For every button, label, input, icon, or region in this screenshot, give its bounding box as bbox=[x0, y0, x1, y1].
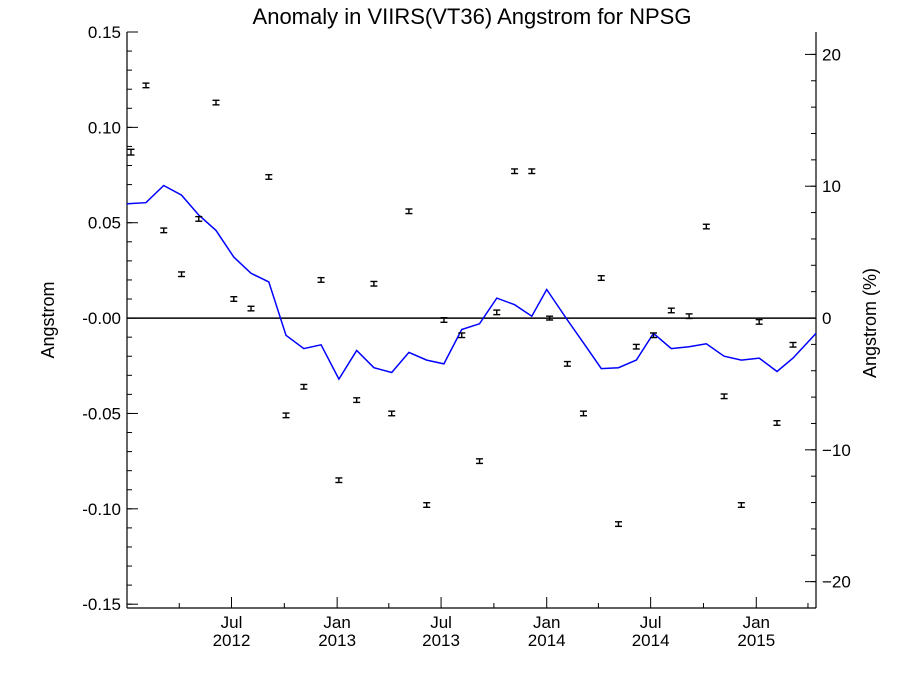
data-point bbox=[546, 315, 554, 321]
data-point bbox=[493, 309, 501, 316]
y-axis-title-right: Angstrom (%) bbox=[860, 268, 880, 378]
data-point bbox=[178, 271, 186, 278]
y-right-tick-label: 0 bbox=[822, 309, 831, 328]
data-point bbox=[458, 332, 466, 339]
y-tick-label: -0.15 bbox=[82, 595, 121, 614]
data-point bbox=[511, 168, 519, 175]
data-point bbox=[388, 410, 396, 417]
y-axis-right: 20 10 0 −10 −20 bbox=[805, 45, 851, 609]
data-point bbox=[265, 173, 273, 180]
running-mean-series bbox=[126, 184, 817, 381]
x-tick-year-label: 2014 bbox=[528, 631, 566, 650]
data-point bbox=[353, 397, 361, 404]
y-tick-label: -0.10 bbox=[82, 500, 121, 519]
x-tick-year-label: 2014 bbox=[632, 631, 670, 650]
data-point bbox=[405, 208, 413, 215]
data-point bbox=[773, 420, 781, 426]
chart-title: Anomaly in VIIRS(VT36) Angstrom for NPSG bbox=[253, 4, 692, 29]
data-point bbox=[142, 82, 150, 89]
x-tick-month-label: Jan bbox=[743, 613, 770, 632]
y-tick-label: -0.00 bbox=[82, 309, 121, 328]
data-point bbox=[702, 223, 710, 230]
data-point bbox=[127, 148, 135, 156]
y-right-tick-label: −10 bbox=[822, 441, 851, 460]
x-tick-month-label: Jul bbox=[221, 613, 243, 632]
data-point bbox=[667, 307, 675, 314]
y-right-tick-label: 10 bbox=[822, 177, 841, 196]
y-right-tick-label: 20 bbox=[822, 45, 841, 64]
y-tick-label: -0.05 bbox=[82, 404, 121, 423]
plot-frame bbox=[126, 32, 817, 609]
x-tick-month-label: Jan bbox=[323, 613, 350, 632]
data-point bbox=[317, 276, 325, 283]
data-point bbox=[563, 360, 571, 367]
data-point bbox=[370, 280, 378, 287]
data-point bbox=[755, 318, 763, 325]
data-point bbox=[720, 393, 728, 400]
y-right-tick-label: −20 bbox=[822, 573, 851, 592]
x-tick-year-label: 2012 bbox=[213, 631, 251, 650]
running-mean-line bbox=[126, 184, 817, 381]
y-axis-left: 0.15 0.10 0.05 -0.00 -0.05 -0.10 -0.15 bbox=[82, 23, 138, 614]
data-point bbox=[632, 343, 640, 350]
data-point bbox=[476, 458, 484, 465]
data-point bbox=[230, 296, 238, 303]
data-point bbox=[685, 313, 693, 320]
data-point bbox=[212, 99, 220, 106]
data-point bbox=[614, 521, 622, 528]
data-point bbox=[335, 477, 343, 484]
x-tick-year-label: 2015 bbox=[737, 631, 775, 650]
x-tick-year-label: 2013 bbox=[422, 631, 460, 650]
data-point bbox=[423, 502, 431, 508]
data-point bbox=[195, 215, 203, 222]
x-tick-month-label: Jul bbox=[430, 613, 452, 632]
data-point bbox=[650, 332, 658, 339]
y-tick-label: 0.15 bbox=[88, 23, 121, 42]
data-point bbox=[282, 412, 290, 419]
data-point bbox=[579, 410, 587, 417]
data-point bbox=[300, 383, 308, 390]
data-point bbox=[247, 305, 255, 312]
data-point bbox=[597, 275, 605, 282]
y-tick-label: 0.05 bbox=[88, 214, 121, 233]
y-axis-title-left: Angstrom bbox=[38, 281, 58, 358]
data-point bbox=[789, 341, 797, 348]
anomaly-points-series bbox=[127, 82, 797, 528]
y-tick-label: 0.10 bbox=[88, 118, 121, 137]
x-tick-year-label: 2013 bbox=[318, 631, 356, 650]
x-axis: Jul2012Jan2013Jul2013Jan2014Jul2014Jan20… bbox=[126, 597, 809, 650]
data-point bbox=[528, 168, 536, 175]
data-point bbox=[440, 317, 448, 323]
x-tick-month-label: Jul bbox=[640, 613, 662, 632]
x-tick-month-label: Jan bbox=[533, 613, 560, 632]
data-point bbox=[737, 502, 745, 508]
data-point bbox=[160, 227, 168, 234]
